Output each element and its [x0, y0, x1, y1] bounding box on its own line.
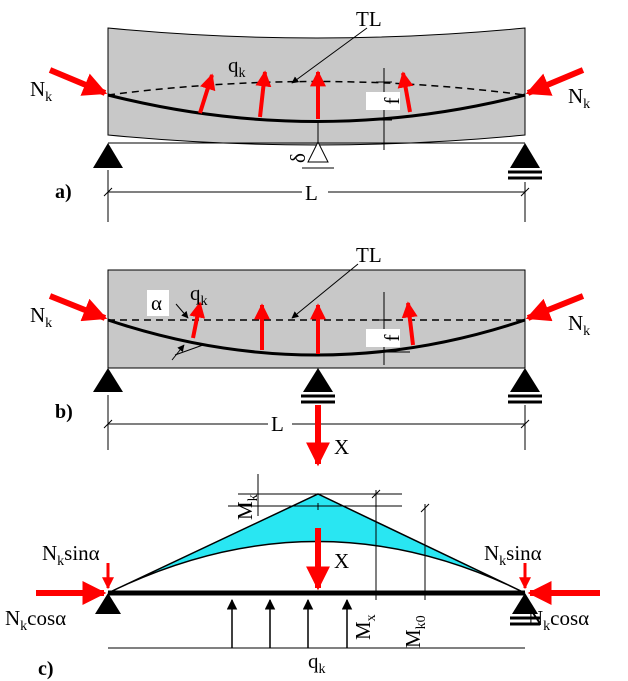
force-right-label-b: Nk [568, 311, 590, 339]
force-left-arrow-a [48, 67, 108, 96]
force-left-label-a: Nk [30, 77, 52, 105]
panel-c: Mk Mx Mk0 X Nksinα Nksinα Nkcosα Nkcosα … [5, 474, 600, 680]
span-label-b: L [271, 412, 284, 436]
sag-box-a [366, 92, 400, 110]
horiz-left-label-c: Nkcosα [5, 606, 66, 634]
span-box-b [268, 413, 292, 435]
panel-a: f δ TL qk Nk Nk L a) [30, 7, 590, 222]
span-tick-left-a [103, 187, 113, 197]
load-label-b: qk [190, 281, 208, 309]
force-right-arrow-a [525, 67, 585, 96]
reaction-label-c: X [334, 549, 349, 573]
angle-label-b: α [151, 291, 162, 315]
load-label-a: qk [228, 53, 246, 81]
span-tick-left-b [103, 419, 113, 429]
tangent-line-b [174, 344, 204, 356]
vert-right-label-c: Nksinα [484, 541, 542, 569]
load-arrow-a4 [397, 71, 414, 113]
deflection-label-a: δ [286, 153, 310, 163]
sag-box-b [366, 329, 400, 347]
support-left-b [93, 368, 123, 392]
horiz-right-label-c: Nkcosα [528, 606, 589, 634]
tl-leader-a [291, 27, 368, 84]
force-right-label-a: Nk [568, 84, 590, 112]
span-box-a [302, 181, 328, 203]
span-tick-right-a [520, 187, 530, 197]
moment-diagram-c [107, 493, 526, 594]
support-mid-b [303, 368, 333, 392]
load-arrow-b4 [401, 301, 418, 346]
load-arrow-a1 [198, 73, 216, 114]
panel-b: α f TL qk Nk Nk L X b) [30, 243, 590, 467]
angle-arrow-top-b [175, 303, 189, 319]
tendon-label-a: TL [356, 7, 382, 31]
panel-label-b: b) [55, 401, 73, 423]
reaction-label-b: X [334, 435, 349, 459]
mx-tick-c [371, 489, 381, 499]
span-tick-right-b [520, 419, 530, 429]
vert-left-label-c: Nksinα [42, 541, 100, 569]
angle-arrow-bot-b [171, 344, 185, 361]
moment-x-label-c: Mx [351, 614, 379, 640]
cable-a [107, 93, 526, 123]
span-label-a: L [305, 181, 318, 205]
panel-label-a: a) [55, 181, 72, 203]
tendon-label-b: TL [356, 243, 382, 267]
force-left-arrow-b [48, 293, 108, 322]
moment-k-label-c: Mk [233, 494, 261, 520]
load-arrow-b1 [189, 301, 206, 339]
deflection-support-a [307, 140, 329, 163]
force-right-arrow-b [525, 293, 585, 322]
panel-label-c: c) [38, 658, 54, 680]
angle-box-b [147, 290, 169, 316]
moment-k0-label-c: Mk0 [401, 615, 429, 648]
cable-b [107, 318, 526, 357]
support-right-c [512, 593, 538, 614]
support-right-b [510, 368, 540, 392]
support-left-c [95, 593, 121, 614]
tl-leader-b [291, 263, 359, 319]
load-arrow-a2 [255, 70, 272, 118]
support-right-a [510, 143, 540, 168]
sag-label-a: f [380, 98, 404, 105]
force-left-label-b: Nk [30, 303, 52, 331]
sag-label-b: f [380, 335, 404, 342]
support-left-a [93, 143, 123, 168]
mk0-tick-c [420, 503, 430, 513]
load-label-c: qk [308, 649, 326, 677]
